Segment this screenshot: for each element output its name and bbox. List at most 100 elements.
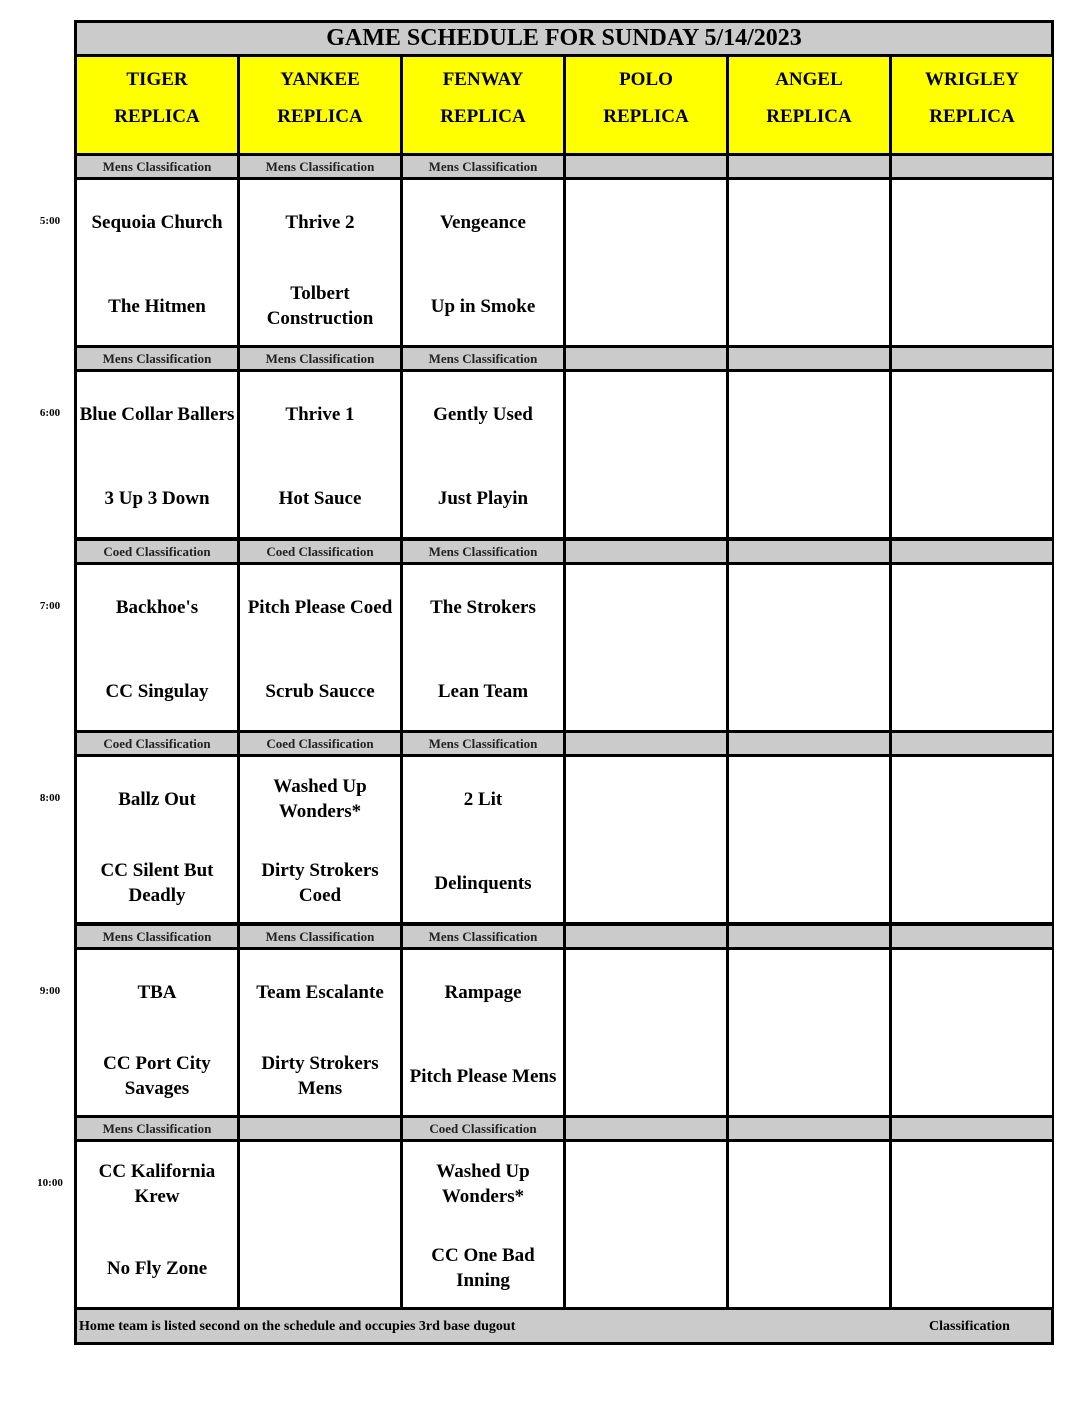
away-team: CC Kalifornia Krew: [98, 1161, 216, 1207]
classification-label: [566, 1118, 726, 1139]
classification-label: [729, 541, 889, 562]
classification-label: Mens Classification: [403, 348, 563, 369]
away-team: [566, 372, 726, 456]
away-team: Washed Up Wonders*: [273, 776, 367, 822]
away-team: [729, 565, 889, 649]
field-name: POLO: [619, 69, 673, 90]
home-team: [892, 264, 1052, 345]
game-cell: Washed Up Wonders* CC One Bad Inning: [403, 1142, 563, 1307]
game-cell: [729, 565, 889, 730]
home-team: Lean Team: [437, 680, 529, 702]
game-cell: [729, 372, 889, 537]
home-team: [566, 456, 726, 537]
classification-label: [892, 156, 1052, 177]
home-team: Dirty Strokers Mens: [261, 1053, 379, 1099]
game-cell: Vengeance Up in Smoke: [403, 180, 563, 345]
game-cell: [729, 180, 889, 345]
game-cell: CC Kalifornia Krew No Fly Zone: [77, 1142, 237, 1307]
away-team: Team Escalante: [256, 981, 384, 1003]
classification-label: Mens Classification: [77, 348, 237, 369]
field-name: YANKEE: [280, 69, 360, 90]
field-name: FENWAY: [442, 69, 524, 90]
game-cell: The Strokers Lean Team: [403, 565, 563, 730]
home-team: [892, 841, 1052, 922]
classification-label: Mens Classification: [77, 156, 237, 177]
away-team: Thrive 1: [285, 403, 355, 425]
field-subtitle: REPLICA: [603, 106, 689, 127]
home-team: [240, 1226, 400, 1307]
home-team: [566, 1034, 726, 1115]
field-name: WRIGLEY: [925, 69, 1019, 90]
classification-label: Coed Classification: [240, 733, 400, 754]
game-cell: Pitch Please Coed Scrub Saucce: [240, 565, 400, 730]
classification-label: [566, 156, 726, 177]
game-cell: Rampage Pitch Please Mens: [403, 950, 563, 1115]
game-cell: 2 Lit Delinquents: [403, 757, 563, 922]
game-cell: [566, 565, 726, 730]
away-team: [729, 372, 889, 456]
classification-label: [892, 541, 1052, 562]
home-team: [892, 456, 1052, 537]
away-team: [566, 1142, 726, 1226]
away-team: [566, 565, 726, 649]
home-team: The Hitmen: [108, 295, 206, 317]
classification-label: [566, 348, 726, 369]
game-cell: [892, 180, 1052, 345]
away-team: 2 Lit: [463, 788, 503, 810]
home-team: [729, 456, 889, 537]
classification-label: Coed Classification: [403, 1118, 563, 1139]
game-cell: [729, 1142, 889, 1307]
classification-label: Mens Classification: [403, 926, 563, 947]
game-cell: Thrive 2 Tolbert Construction: [240, 180, 400, 345]
time-label: 6:00: [39, 407, 61, 419]
field-header: FENWAY REPLICA: [403, 57, 563, 153]
game-cell: [729, 950, 889, 1115]
home-team: [566, 841, 726, 922]
classification-label: Mens Classification: [77, 1118, 237, 1139]
classification-label: Coed Classification: [77, 541, 237, 562]
classification-label: Mens Classification: [240, 926, 400, 947]
home-team: [729, 1034, 889, 1115]
field-subtitle: REPLICA: [114, 106, 200, 127]
home-team: Pitch Please Mens: [409, 1065, 557, 1087]
away-team: [729, 180, 889, 264]
classification-label: [892, 1118, 1052, 1139]
footer-bar: Home team is listed second on the schedu…: [77, 1310, 1051, 1342]
home-team: [729, 1226, 889, 1307]
home-team: Hot Sauce: [278, 487, 362, 509]
home-team: Just Playin: [437, 487, 529, 509]
classification-label: [729, 1118, 889, 1139]
game-cell: [566, 372, 726, 537]
away-team: [729, 757, 889, 841]
away-team: Pitch Please Coed: [247, 596, 393, 618]
game-cell: Gently Used Just Playin: [403, 372, 563, 537]
away-team: The Strokers: [430, 596, 536, 618]
classification-label: [566, 541, 726, 562]
home-team: [566, 649, 726, 730]
away-team: [892, 757, 1052, 841]
away-team: [729, 950, 889, 1034]
classification-label: Coed Classification: [77, 733, 237, 754]
game-cell: Sequoia Church The Hitmen: [77, 180, 237, 345]
away-team: TBA: [137, 981, 177, 1003]
field-header: ANGEL REPLICA: [729, 57, 889, 153]
home-team: [729, 841, 889, 922]
game-cell: Ballz Out CC Silent But Deadly: [77, 757, 237, 922]
classification-label: [729, 926, 889, 947]
classification-label: Mens Classification: [403, 541, 563, 562]
game-cell: Thrive 1 Hot Sauce: [240, 372, 400, 537]
game-cell: [892, 1142, 1052, 1307]
field-subtitle: REPLICA: [440, 106, 526, 127]
away-team: Washed Up Wonders*: [436, 1161, 530, 1207]
field-header: YANKEE REPLICA: [240, 57, 400, 153]
classification-label: [892, 733, 1052, 754]
away-team: [892, 565, 1052, 649]
classification-label: Mens Classification: [240, 348, 400, 369]
game-cell: [566, 180, 726, 345]
classification-label: Coed Classification: [240, 541, 400, 562]
game-cell: TBA CC Port City Savages: [77, 950, 237, 1115]
game-cell: [566, 1142, 726, 1307]
footer-note: Home team is listed second on the schedu…: [79, 1319, 516, 1334]
home-team: [729, 649, 889, 730]
game-cell: [240, 1142, 400, 1307]
